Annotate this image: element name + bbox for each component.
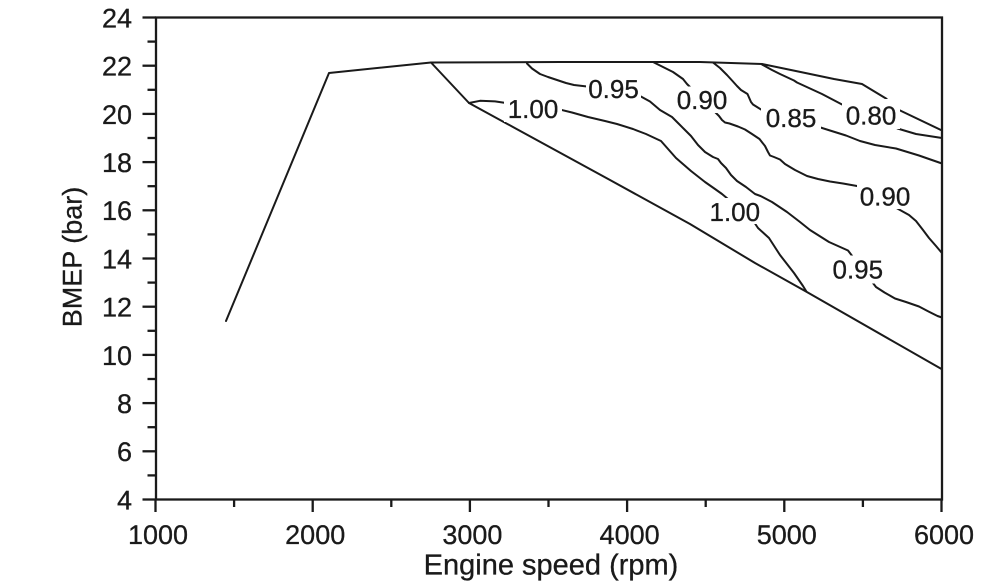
svg-text:4: 4: [117, 485, 132, 515]
svg-text:8: 8: [117, 389, 132, 419]
svg-text:22: 22: [102, 52, 132, 82]
svg-text:2000: 2000: [285, 520, 345, 550]
svg-text:14: 14: [102, 244, 132, 274]
svg-text:6: 6: [117, 437, 132, 467]
svg-text:3000: 3000: [442, 520, 502, 550]
svg-text:10: 10: [102, 341, 132, 371]
svg-text:18: 18: [102, 148, 132, 178]
svg-text:24: 24: [102, 3, 132, 33]
svg-text:1.00: 1.00: [508, 94, 559, 124]
svg-text:BMEP (bar): BMEP (bar): [58, 187, 88, 328]
svg-text:4000: 4000: [600, 520, 660, 550]
svg-text:0.95: 0.95: [588, 74, 639, 104]
svg-text:1000: 1000: [128, 520, 188, 550]
svg-text:0.90: 0.90: [860, 181, 911, 211]
svg-text:Engine speed (rpm): Engine speed (rpm): [424, 550, 679, 582]
svg-text:6000: 6000: [914, 520, 974, 550]
svg-text:0.85: 0.85: [766, 103, 817, 133]
svg-text:0.80: 0.80: [846, 101, 897, 131]
svg-text:16: 16: [102, 196, 132, 226]
svg-text:0.90: 0.90: [677, 85, 728, 115]
svg-text:12: 12: [102, 293, 132, 323]
svg-text:1.00: 1.00: [709, 197, 760, 227]
svg-text:20: 20: [102, 100, 132, 130]
svg-text:5000: 5000: [757, 520, 817, 550]
svg-text:0.95: 0.95: [832, 255, 883, 285]
